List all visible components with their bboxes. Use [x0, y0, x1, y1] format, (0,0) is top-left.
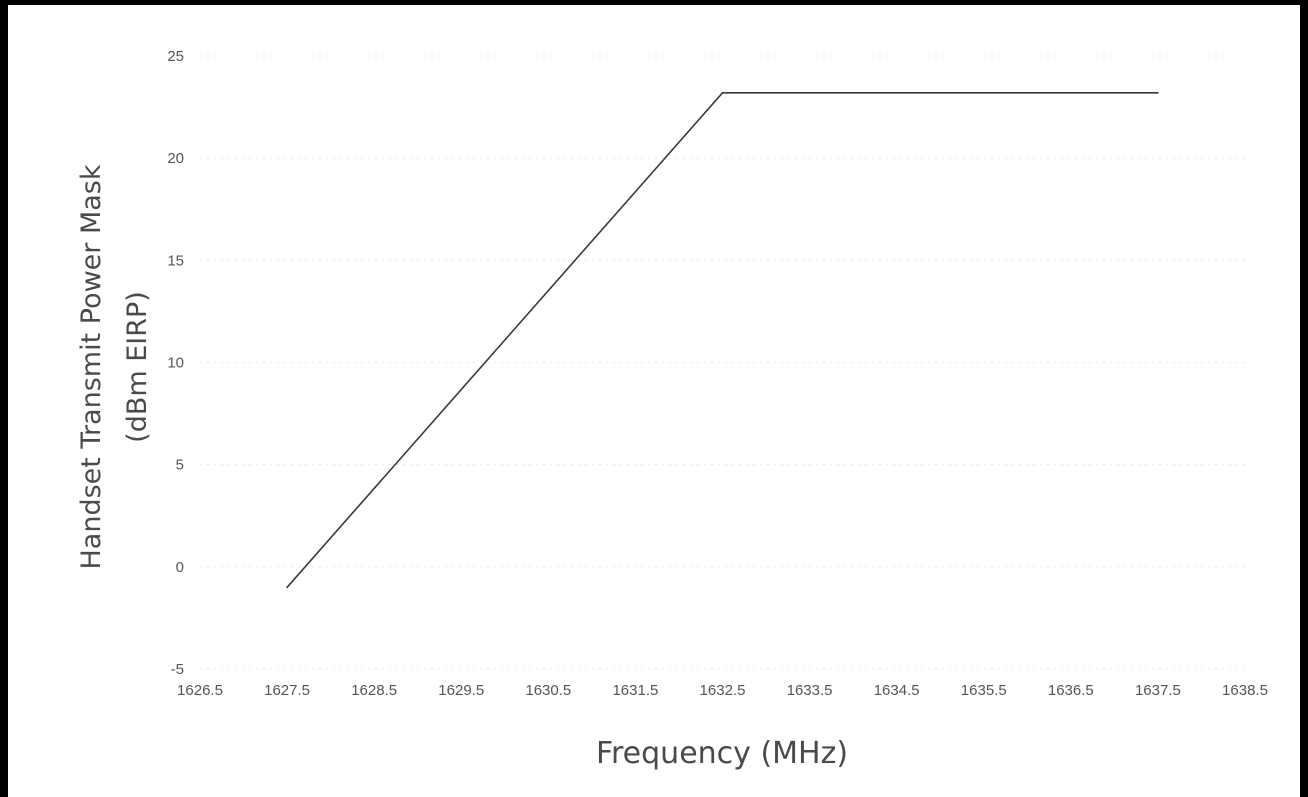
y-axis-title-line-1: Handset Transmit Power Mask [76, 164, 107, 569]
y-axis-title-line-2: (dBm EIRP) [122, 291, 153, 443]
x-tick-label: 1633.5 [787, 682, 833, 699]
y-tick-label: 5 [176, 457, 184, 474]
x-tick-label: 1632.5 [700, 682, 746, 699]
x-axis-title: Frequency (MHz) [596, 736, 848, 771]
x-tick-label: 1629.5 [438, 682, 484, 699]
x-axis-ticks: 1626.5 1627.5 1628.5 1629.5 1630.5 1631.5 1632… [177, 682, 1268, 699]
line-chart: 25 20 15 10 5 0 -5 1626.5 1627.5 1628.5 1629.5 163… [76, 48, 1268, 771]
x-tick-label: 1631.5 [612, 682, 658, 699]
x-tick-label: 1635.5 [961, 682, 1007, 699]
x-tick-label: 1637.5 [1135, 682, 1181, 699]
y-tick-label: 20 [167, 150, 184, 167]
y-tick-label: -5 [171, 661, 184, 678]
series-layer [286, 91, 1159, 589]
x-tick-label: 1638.5 [1222, 682, 1268, 699]
data-point [286, 586, 288, 589]
x-tick-label: 1630.5 [525, 682, 571, 699]
x-tick-label: 1627.5 [264, 682, 310, 699]
data-point [721, 91, 724, 94]
x-tick-label: 1628.5 [351, 682, 397, 699]
x-tick-label: 1626.5 [177, 682, 223, 699]
y-tick-label: 0 [176, 559, 184, 576]
x-tick-label: 1636.5 [1048, 682, 1094, 699]
y-tick-label: 25 [167, 48, 184, 65]
y-tick-label: 10 [167, 355, 184, 372]
y-axis-ticks: 25 20 15 10 5 0 -5 [167, 48, 184, 678]
gridlines [200, 55, 1245, 670]
data-point [1157, 91, 1159, 94]
y-tick-label: 15 [167, 252, 184, 269]
series-line [286, 92, 1158, 588]
x-tick-label: 1634.5 [874, 682, 920, 699]
